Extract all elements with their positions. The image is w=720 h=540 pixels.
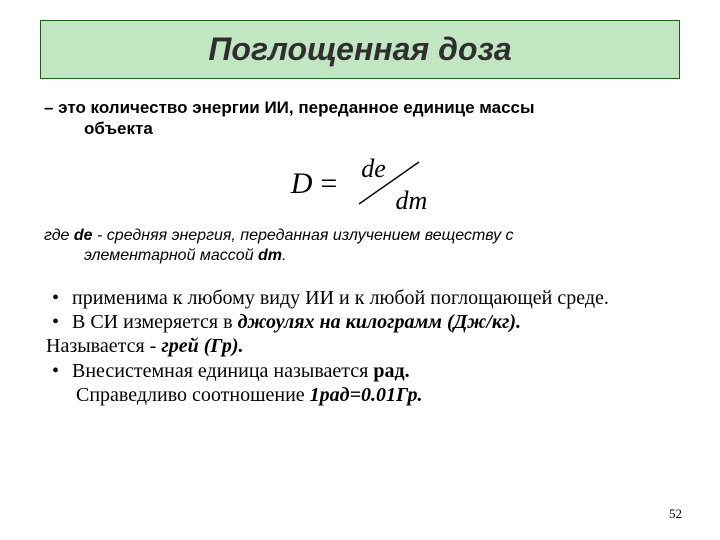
bullet-text: В СИ измеряется в джоулях на килограмм (… bbox=[72, 310, 680, 334]
definition-line-1: – это количество энергии ИИ, переданное … bbox=[44, 97, 680, 118]
bullet3-pre: Внесистемная единица называется bbox=[72, 360, 373, 382]
page-number: 52 bbox=[669, 506, 682, 522]
slide-title: Поглощенная доза bbox=[49, 31, 671, 68]
relation-val: 1рад=0.01Гр. bbox=[310, 384, 423, 406]
where-l2-pre: элементарной массой bbox=[84, 247, 258, 264]
where-dm: dm bbox=[258, 247, 282, 264]
formula-fraction: de dm bbox=[351, 156, 429, 212]
definition-line-2: объекта bbox=[84, 118, 680, 139]
where-period: . bbox=[282, 247, 286, 264]
list-item-cont: Называется - грей (Гр). bbox=[46, 334, 680, 358]
bullet2-em2: грей (Гр). bbox=[161, 335, 243, 357]
list-item: • В СИ измеряется в джоулях на килограмм… bbox=[46, 310, 680, 334]
where-pre: где bbox=[44, 227, 74, 244]
bullet-icon: • bbox=[46, 286, 72, 310]
bullet3-b: рад. bbox=[373, 360, 409, 382]
bullet-text: применима к любому виду ИИ и к любой пог… bbox=[72, 286, 680, 310]
bullet-list: • применима к любому виду ИИ и к любой п… bbox=[46, 286, 680, 408]
title-box: Поглощенная доза bbox=[40, 20, 680, 79]
list-item: • Внесистемная единица называется рад. bbox=[46, 359, 680, 383]
bullet2-l2-pre: Называется - bbox=[46, 335, 161, 357]
bullet-text-cont: Называется - грей (Гр). bbox=[46, 334, 680, 358]
formula: D = de dm bbox=[40, 156, 680, 212]
where-block: где de - средняя энергия, переданная изл… bbox=[40, 226, 680, 266]
where-mid: - средняя энергия, переданная излучением… bbox=[93, 227, 514, 244]
list-item: • применима к любому виду ИИ и к любой п… bbox=[46, 286, 680, 310]
bullet-text: Внесистемная единица называется рад. bbox=[72, 359, 680, 383]
formula-lhs: D bbox=[291, 167, 313, 201]
relation-pre: Справедливо соотношение bbox=[76, 384, 310, 406]
where-de: de bbox=[74, 227, 93, 244]
definition-block: – это количество энергии ИИ, переданное … bbox=[40, 97, 680, 140]
where-line-1: где de - средняя энергия, переданная изл… bbox=[44, 226, 680, 246]
formula-eq: = bbox=[320, 167, 337, 201]
bullet-icon: • bbox=[46, 359, 72, 383]
bullet2-em1: джоулях на килограмм (Дж/кг). bbox=[238, 311, 522, 333]
where-line-2: элементарной массой dm. bbox=[84, 246, 680, 266]
bullet2-pre: В СИ измеряется в bbox=[72, 311, 238, 333]
bullet-icon: • bbox=[46, 310, 72, 334]
formula-denominator: dm bbox=[396, 186, 428, 216]
slide: Поглощенная доза – это количество энерги… bbox=[0, 0, 720, 540]
relation-line: Справедливо соотношение 1рад=0.01Гр. bbox=[76, 383, 680, 407]
